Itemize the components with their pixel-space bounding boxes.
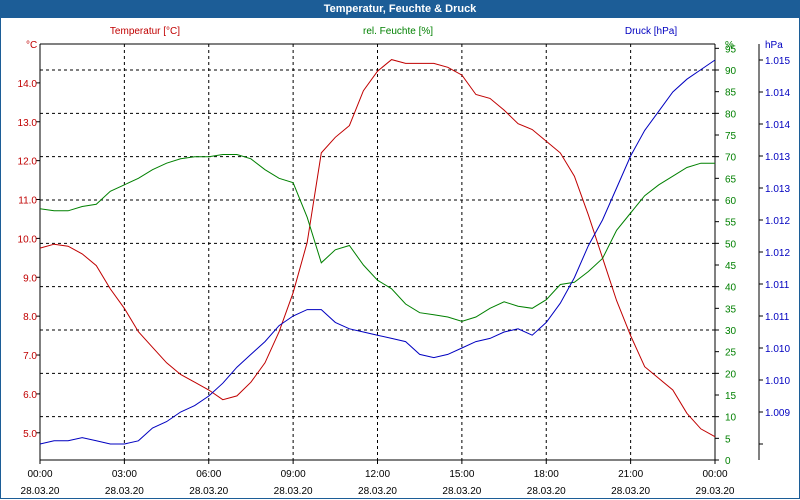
hum-tick-label: 40 — [725, 283, 737, 294]
hum-tick-label: 0 — [725, 456, 731, 467]
press-tick-label: 1.011 — [765, 312, 790, 323]
press-tick-label: 1.011 — [765, 280, 790, 291]
hum-tick-label: 85 — [725, 88, 737, 99]
hum-tick-label: 15 — [725, 391, 737, 402]
temp-tick-label: 11.0 — [18, 196, 37, 207]
hum-tick-label: 90 — [725, 66, 737, 77]
x-tick-date-label: 28.03.20 — [527, 486, 566, 497]
x-tick-time-label: 03:00 — [112, 469, 137, 480]
temp-tick-label: 6.0 — [23, 390, 37, 401]
hum-tick-label: 30 — [725, 326, 737, 337]
x-tick-time-label: 00:00 — [27, 469, 52, 480]
temp-tick-label: 9.0 — [23, 273, 37, 284]
hum-tick-label: 25 — [725, 348, 737, 359]
chart-title: Temperatur, Feuchte & Druck — [0, 0, 800, 18]
legend-press: Druck [hPa] — [625, 26, 677, 37]
press-tick-label: 1.015 — [765, 56, 790, 67]
x-tick-date-label: 28.03.20 — [274, 486, 313, 497]
temp-tick-label: 14.0 — [18, 79, 38, 90]
series-line-press — [39, 59, 716, 445]
temp-tick-label: 8.0 — [23, 312, 37, 323]
hum-tick-label: 75 — [725, 131, 737, 142]
hum-tick-label: 35 — [725, 304, 737, 315]
x-tick-time-label: 15:00 — [449, 469, 474, 480]
temp-tick-label: 10.0 — [18, 234, 38, 245]
x-tick-date-label: 28.03.20 — [358, 486, 397, 497]
x-tick-date-label: 28.03.20 — [611, 486, 650, 497]
temp-tick-label: 12.0 — [18, 157, 38, 168]
press-tick-label: 1.010 — [765, 376, 790, 387]
series-line-hum — [39, 154, 715, 322]
press-tick-label: 1.012 — [765, 216, 790, 227]
x-tick-time-label: 00:00 — [702, 469, 727, 480]
x-tick-date-label: 29.03.20 — [696, 486, 735, 497]
hum-tick-label: 65 — [725, 174, 737, 185]
press-axis-unit: hPa — [765, 40, 783, 51]
x-tick-time-label: 09:00 — [281, 469, 306, 480]
press-tick-label: 1.014 — [765, 120, 790, 131]
temp-axis-unit: °C — [26, 40, 37, 51]
x-tick-time-label: 06:00 — [196, 469, 221, 480]
temp-tick-label: 5.0 — [23, 429, 37, 440]
x-tick-date-label: 28.03.20 — [21, 486, 60, 497]
hum-tick-label: 20 — [725, 369, 737, 380]
hum-axis-unit: % — [725, 40, 734, 51]
x-tick-date-label: 28.03.20 — [189, 486, 228, 497]
hum-tick-label: 80 — [725, 109, 737, 120]
press-tick-label: 1.013 — [765, 184, 790, 195]
legend-temp: Temperatur [°C] — [110, 26, 180, 37]
temp-tick-label: 7.0 — [23, 351, 37, 362]
legend-hum: rel. Feuchte [%] — [363, 26, 433, 37]
press-tick-label: 1.012 — [765, 248, 790, 259]
hum-tick-label: 95 — [725, 44, 737, 55]
hum-tick-label: 55 — [725, 218, 737, 229]
hum-tick-label: 10 — [725, 413, 737, 424]
x-tick-time-label: 18:00 — [534, 469, 559, 480]
x-tick-time-label: 12:00 — [365, 469, 390, 480]
x-tick-date-label: 28.03.20 — [105, 486, 144, 497]
hum-tick-label: 60 — [725, 196, 737, 207]
hum-tick-label: 50 — [725, 239, 737, 250]
temp-tick-label: 13.0 — [18, 118, 38, 129]
x-tick-date-label: 28.03.20 — [442, 486, 481, 497]
press-tick-label: 1.014 — [765, 88, 790, 99]
x-tick-time-label: 21:00 — [618, 469, 643, 480]
press-tick-label: 1.010 — [765, 344, 790, 355]
press-tick-label: 1.013 — [765, 152, 790, 163]
hum-tick-label: 70 — [725, 153, 737, 164]
hum-tick-label: 45 — [725, 261, 737, 272]
press-tick-label: 1.009 — [765, 408, 790, 419]
hum-tick-label: 5 — [725, 434, 731, 445]
